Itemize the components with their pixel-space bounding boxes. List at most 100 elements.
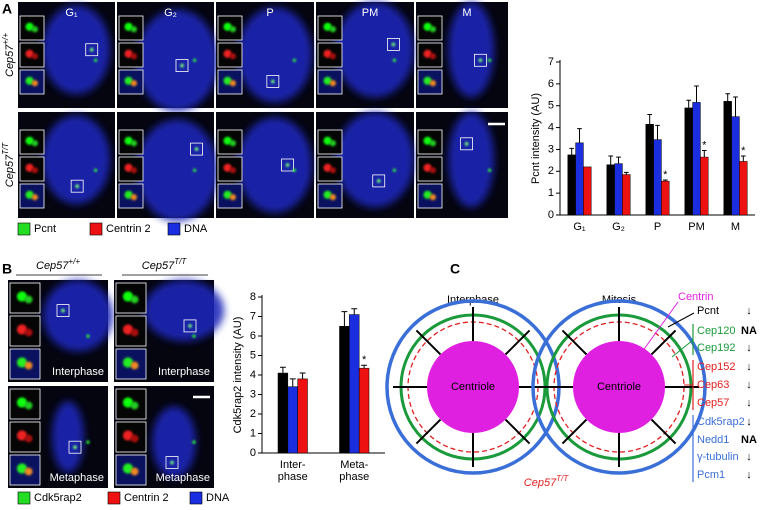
micrograph (114, 386, 214, 488)
signal (25, 76, 34, 85)
legend-label: Centrin 2 (106, 223, 151, 235)
y-tick-label: 3 (250, 388, 256, 400)
bar (684, 107, 693, 216)
legend-label: Centrin 2 (124, 492, 169, 504)
signal (180, 63, 184, 68)
pcnt-spoke (561, 329, 588, 356)
pcnt-spoke (561, 418, 588, 445)
error-bar (740, 155, 746, 162)
inset (19, 15, 45, 41)
signal (130, 53, 138, 60)
bar (297, 378, 308, 454)
genotype-label: Cep57T/T (1, 142, 16, 188)
signal (229, 26, 237, 33)
gene: Cep57 (142, 260, 175, 272)
x-tick-label: G₂ (612, 221, 625, 233)
y-tick-label: 8 (250, 291, 256, 303)
signal (223, 76, 232, 85)
signal (194, 147, 199, 151)
signal (323, 190, 332, 199)
roi-box (183, 319, 197, 333)
leader (641, 301, 679, 353)
centriole-label: Centriole (597, 381, 641, 393)
signal (323, 22, 332, 31)
signal (130, 194, 138, 201)
effect-label: ↓ (746, 361, 752, 373)
signal (130, 26, 138, 33)
significance-mark: * (362, 354, 367, 366)
error-bar (279, 366, 286, 374)
y-tick-label: 0 (548, 209, 554, 221)
pcnt-spoke (650, 418, 677, 445)
signal (16, 291, 28, 302)
protein-label: Nedd1 (697, 434, 729, 446)
signal (16, 463, 28, 474)
signal (391, 42, 396, 47)
signal (192, 440, 196, 444)
error-bar (623, 171, 629, 175)
error-bar (725, 93, 731, 102)
micrograph (416, 112, 508, 218)
column-label: G₁ (65, 7, 78, 19)
column-label: G₂ (164, 7, 177, 19)
genotype-label: Cep57+/+ (1, 33, 16, 77)
stage-label: Metaphase (50, 472, 104, 484)
significance-mark: * (663, 169, 668, 181)
signal (464, 142, 469, 146)
y-tick-label: 6 (548, 78, 554, 90)
bar (731, 116, 740, 216)
signal (16, 324, 28, 335)
signal (24, 328, 33, 337)
signal (271, 79, 275, 84)
error-bar (694, 85, 699, 103)
signal (25, 49, 34, 58)
pcm-ring (531, 299, 707, 475)
inset (417, 69, 443, 95)
signal (292, 58, 296, 62)
signal (423, 22, 432, 31)
signal (223, 49, 232, 58)
stage-label: Interphase (52, 366, 104, 378)
nucleus (335, 112, 414, 208)
genotype: +/+ (1, 33, 10, 45)
panel-label: C (450, 261, 460, 277)
error-bar (577, 128, 582, 143)
bar (349, 314, 360, 454)
signal (478, 58, 483, 63)
signal (323, 76, 332, 85)
signal (130, 361, 139, 370)
column-label: M (462, 7, 471, 19)
x-tick-label: M (731, 221, 740, 233)
roi-box (68, 440, 82, 454)
signal (122, 291, 134, 302)
signal (61, 308, 65, 313)
error-bar (655, 124, 660, 140)
signal (86, 440, 90, 444)
signal (429, 80, 436, 87)
inset (19, 156, 45, 182)
signal (423, 136, 432, 145)
roi-box (70, 179, 84, 193)
signal (130, 140, 138, 147)
signal (170, 460, 174, 465)
signal (25, 190, 34, 199)
y-tick-label: 6 (250, 330, 256, 342)
stage-label: Metaphase (156, 472, 210, 484)
roi-box (281, 158, 294, 172)
signal (130, 80, 138, 87)
y-tick-label: 5 (548, 100, 554, 112)
nucleus (448, 112, 495, 208)
signal (423, 190, 432, 199)
signal (24, 401, 33, 410)
signal (75, 184, 79, 188)
signal (130, 328, 139, 337)
signal (229, 53, 237, 60)
bar (723, 101, 732, 216)
effect-label: ↓ (746, 416, 752, 428)
y-tick-label: 3 (548, 143, 554, 155)
signal (124, 136, 133, 145)
effect-label: NA (741, 434, 757, 446)
signal (223, 190, 232, 199)
error-bar (647, 113, 653, 125)
